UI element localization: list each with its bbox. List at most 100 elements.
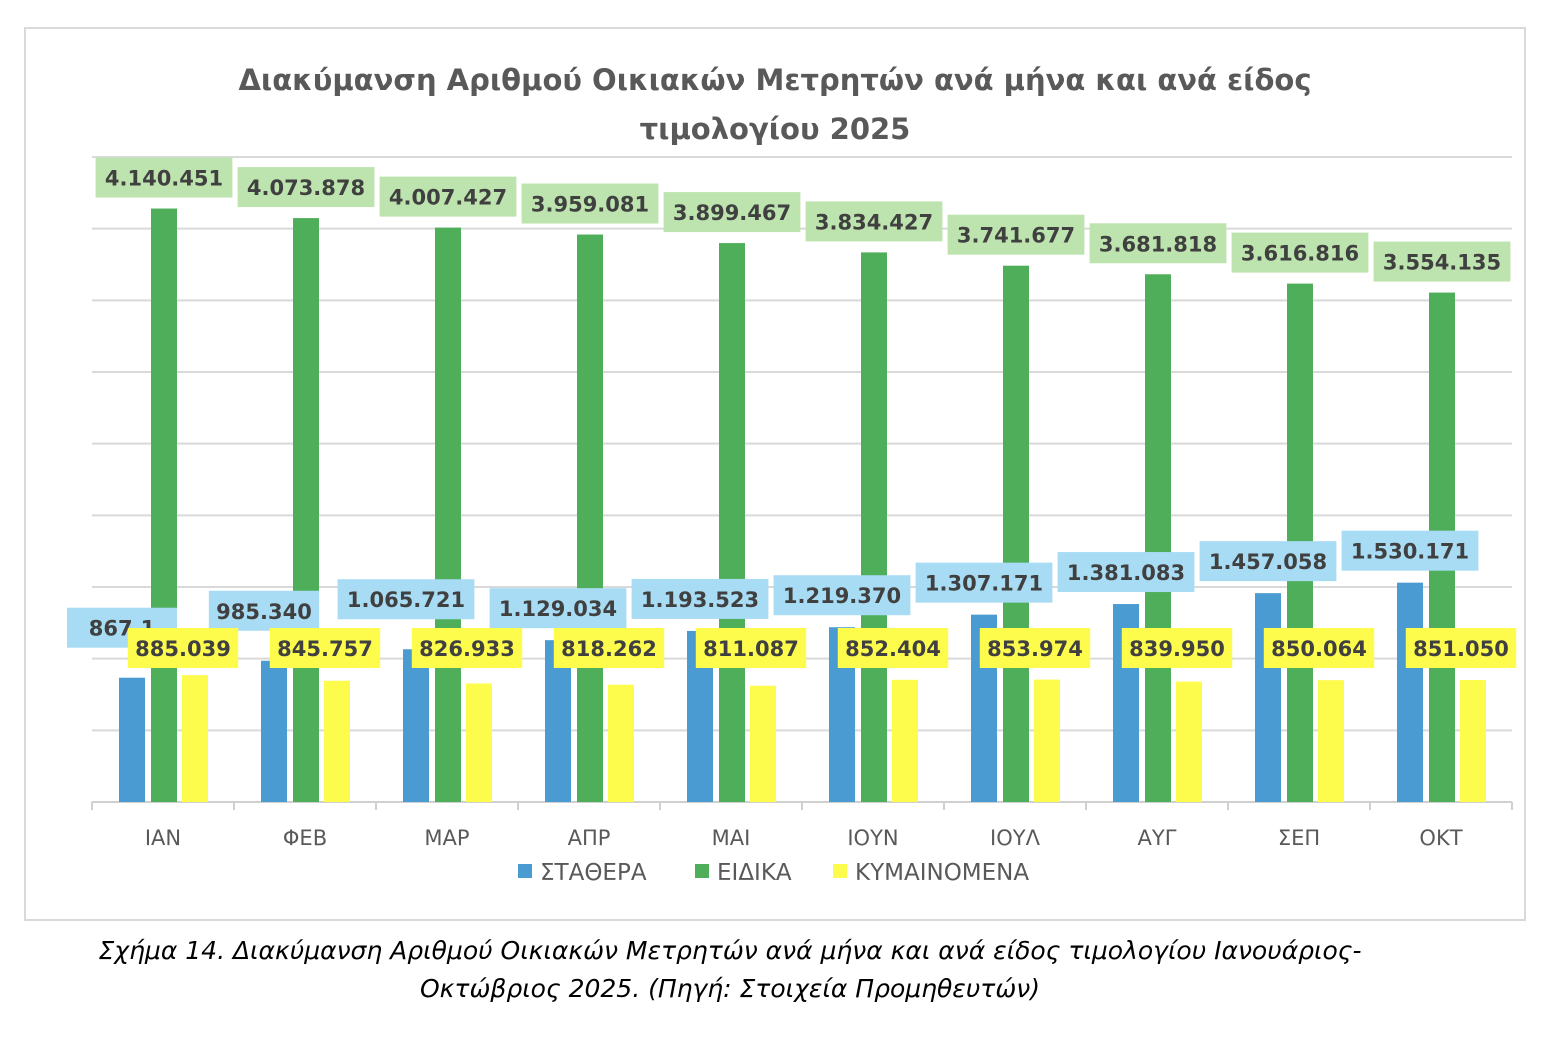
data-label: 818.262 (553, 628, 665, 668)
bar-κυμαινομενα (1318, 680, 1344, 802)
data-label-box (553, 628, 665, 668)
data-label-text: 3.959.081 (531, 193, 649, 217)
bar-ειδικα (719, 243, 745, 802)
bar-ειδικα (861, 252, 887, 802)
data-label-box (1199, 541, 1337, 582)
data-label: 853.974 (979, 628, 1091, 668)
bar-κυμαινομενα (1034, 679, 1060, 802)
data-label: 3.959.081 (521, 183, 659, 224)
data-label-box (95, 157, 233, 198)
data-label-box (337, 579, 475, 620)
chart-title-line-1: Διακύμανση Αριθμού Οικιακών Μετρητών ανά… (238, 63, 1311, 97)
data-label: 839.950 (1121, 628, 1233, 668)
data-label-text: 985.340 (216, 600, 312, 624)
x-tick-label: ΙΟΥΝ (847, 826, 898, 850)
x-tick-label: ΑΠΡ (568, 826, 611, 850)
legend-item: ΚΥΜΑΙΝΟΜΕΝΑ (833, 860, 1029, 886)
data-label: 845.757 (269, 628, 381, 668)
data-label: 1.530.171 (1341, 530, 1479, 571)
x-tick-label: ΙΟΥΛ (990, 826, 1041, 850)
data-label-box (979, 628, 1091, 668)
bar-ειδικα (1003, 265, 1029, 802)
data-label: 3.681.818 (1089, 223, 1227, 264)
legend-swatch (833, 864, 847, 878)
data-label-box (1089, 223, 1227, 264)
data-label-text: 4.073.878 (247, 176, 365, 200)
data-label: 4.073.878 (237, 167, 375, 208)
legend-label: ΚΥΜΑΙΝΟΜΕΝΑ (855, 860, 1029, 886)
data-label: 1.381.083 (1057, 552, 1195, 593)
data-label-box (521, 183, 659, 224)
figure-caption: Σχήμα 14. Διακύμανση Αριθμού Οικιακών Με… (0, 932, 1460, 1008)
data-label-text: 851.050 (1413, 637, 1509, 661)
data-label-text: 1.530.171 (1351, 540, 1469, 564)
data-label-box (947, 214, 1085, 255)
data-label: 850.064 (1263, 628, 1375, 668)
bar-κυμαινομενα (466, 683, 492, 802)
bar-σταθερα (119, 677, 145, 802)
data-label-text: 4.140.451 (105, 167, 223, 191)
data-label-box (915, 562, 1053, 603)
data-label-text: 845.757 (277, 637, 373, 661)
data-label-text: 811.087 (703, 637, 799, 661)
data-label-text: 3.899.467 (673, 201, 791, 225)
chart-title-line-2: τιμολογίου 2025 (640, 112, 911, 146)
data-label: 3.834.427 (805, 201, 943, 242)
x-tick-label: ΜΑΡ (424, 826, 469, 850)
data-label: 1.129.034 (489, 588, 627, 629)
data-label: 1.457.058 (1199, 541, 1337, 582)
legend-label: ΣΤΑΘΕΡΑ (540, 860, 647, 886)
bar-σταθερα (1397, 582, 1423, 802)
data-label-box (411, 628, 523, 668)
x-tick-label: ΜΑΙ (712, 826, 751, 850)
caption-line-1: Σχήμα 14. Διακύμανση Αριθμού Οικιακών Με… (98, 936, 1362, 965)
data-label-box (208, 590, 320, 631)
data-label: 1.307.171 (915, 562, 1053, 603)
data-label-text: 1.219.370 (783, 584, 901, 608)
data-label: 4.140.451 (95, 157, 233, 198)
data-label-box (773, 575, 911, 616)
data-label-box (837, 628, 949, 668)
data-label-text: 1.193.523 (641, 588, 759, 612)
data-label-box (1231, 232, 1369, 273)
data-label: 852.404 (837, 628, 949, 668)
legend-item: ΣΤΑΘΕΡΑ (518, 860, 647, 886)
data-label: 826.933 (411, 628, 523, 668)
x-tick-label: ΣΕΠ (1278, 826, 1320, 850)
data-label-text: 826.933 (419, 637, 515, 661)
bar-κυμαινομενα (324, 680, 350, 802)
data-label: 3.741.677 (947, 214, 1085, 255)
data-label: 1.065.721 (337, 579, 475, 620)
data-label-box (663, 192, 801, 233)
data-label: 3.554.135 (1373, 241, 1511, 282)
data-label-box (631, 578, 769, 619)
bar-κυμαινομενα (182, 675, 208, 802)
data-label-box (1341, 530, 1479, 571)
data-label: 885.039 (127, 628, 239, 668)
data-label-text: 3.616.816 (1241, 242, 1359, 266)
data-label-text: 853.974 (987, 637, 1083, 661)
x-tick-label: ΟΚΤ (1419, 826, 1462, 850)
x-tick-label: ΦΕΒ (283, 826, 327, 850)
bar-σταθερα (1255, 593, 1281, 802)
bar-κυμαινομενα (750, 685, 776, 802)
data-label: 811.087 (695, 628, 807, 668)
data-label-box (127, 628, 239, 668)
data-label-box (1373, 241, 1511, 282)
x-tick-label: ΑΥΓ (1138, 826, 1177, 850)
data-label-text: 1.129.034 (499, 597, 617, 621)
data-label: 3.899.467 (663, 192, 801, 233)
data-label-text: 3.834.427 (815, 210, 933, 234)
bar-κυμαινομενα (1176, 681, 1202, 802)
data-label: 1.219.370 (773, 575, 911, 616)
data-label-box (1405, 628, 1517, 668)
data-label: 4.007.427 (379, 176, 517, 217)
data-label-text: 4.007.427 (389, 186, 507, 210)
data-label-text: 3.741.677 (957, 224, 1075, 248)
data-label-box (269, 628, 381, 668)
bar-κυμαινομενα (608, 684, 634, 802)
bar-σταθερα (403, 649, 429, 802)
data-label-box (1121, 628, 1233, 668)
data-label-text: 1.457.058 (1209, 550, 1327, 574)
